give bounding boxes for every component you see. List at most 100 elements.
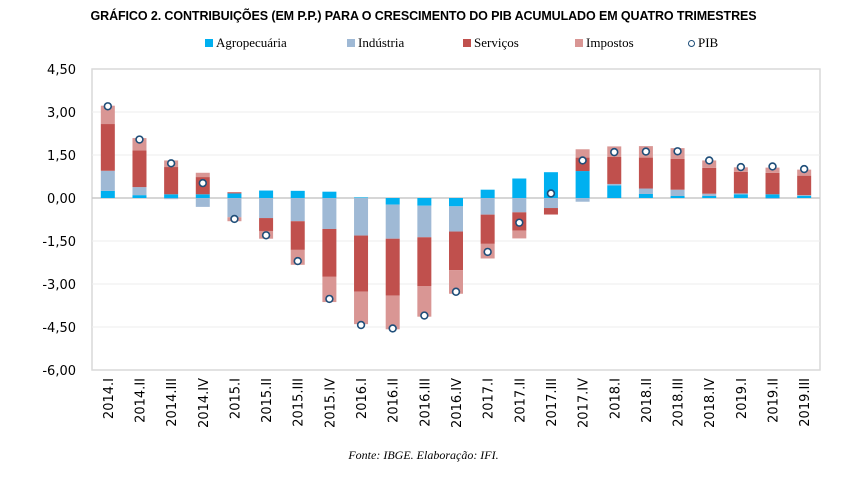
bar-industria-2014.III — [164, 198, 179, 200]
legend-label-servicos: Serviços — [474, 35, 519, 50]
bar-servicos-2017.I — [480, 214, 495, 244]
pib-marker-2015.I — [230, 214, 239, 224]
chart-legend: Agropecuária Indústria Serviços Impostos… — [0, 35, 847, 51]
bar-industria-2015.III — [290, 198, 305, 222]
x-tick-label: 2016.III — [418, 378, 433, 427]
x-tick-label: 2017.I — [482, 378, 497, 419]
bar-impostos-2016.III — [417, 286, 432, 317]
x-tick-label: 2015.III — [292, 378, 307, 427]
x-tick-label: 2015.II — [260, 378, 275, 423]
x-tick-label: 2015.I — [228, 378, 243, 419]
pib-marker-2016.III — [420, 311, 429, 320]
bar-servicos-2018.I — [607, 157, 622, 184]
bar-agropecuaria-2016.III — [417, 198, 432, 206]
bar-servicos-2015.III — [290, 221, 305, 250]
pib-marker-2014.III — [166, 159, 176, 168]
bar-industria-2017.I — [480, 198, 495, 215]
bar-servicos-2018.II — [638, 157, 653, 189]
bar-servicos-2018.III — [670, 158, 685, 190]
bar-agropecuaria-2015.I — [227, 193, 242, 198]
bar-industria-2016.I — [354, 198, 369, 236]
x-axis: 2014.I 2014.II 2014.III 2014.IV 2015.I 2015.I… — [102, 378, 813, 428]
pib-marker-2019.II — [768, 162, 777, 171]
pib-marker-2015.III — [293, 256, 302, 266]
y-tick-label: -6,00 — [42, 364, 76, 379]
bar-impostos-2017.III — [543, 214, 558, 215]
bar-agropecuaria-2018.II — [638, 193, 653, 198]
bar-agropecuaria-2014.III — [164, 194, 179, 198]
bar-servicos-2014.II — [132, 150, 147, 188]
bar-impostos-2017.II — [512, 230, 527, 239]
x-tick-label: 2018.II — [640, 378, 655, 423]
bar-impostos-2014.I — [100, 105, 115, 125]
bar-industria-2019.II — [765, 198, 780, 199]
bar-agropecuaria-2017.II — [512, 178, 527, 198]
legend-item-agropecuaria: Agropecuária — [205, 35, 287, 51]
pib-marker-2015.IV — [325, 294, 334, 304]
bar-industria-2016.IV — [449, 206, 463, 232]
y-tick-label: -1,50 — [42, 235, 76, 250]
bar-servicos-2016.I — [354, 235, 369, 292]
pib-marker-2017.I — [483, 247, 492, 257]
bar-industria-2017.IV — [575, 198, 590, 202]
legend-marker-pib — [688, 39, 695, 47]
legend-swatch-impostos — [575, 39, 583, 47]
x-tick-label: 2018.IV — [703, 378, 718, 428]
bar-industria-2015.I — [227, 198, 242, 218]
legend-label-agropecuaria: Agropecuária — [216, 35, 287, 50]
y-tick-label: 1,50 — [47, 149, 76, 164]
pib-marker-2019.I — [736, 162, 746, 172]
x-tick-label: 2019.III — [798, 378, 813, 427]
pib-marker-2016.I — [356, 320, 366, 330]
bar-industria-2017.II — [512, 198, 527, 213]
pib-marker-2018.I — [610, 147, 619, 157]
x-tick-label: 2017.IV — [577, 378, 592, 428]
bar-servicos-2016.III — [417, 237, 432, 287]
x-tick-label: 2016.II — [387, 378, 402, 423]
bar-agropecuaria-2015.IV — [322, 191, 337, 198]
bar-agropecuaria-2019.I — [733, 194, 748, 198]
x-tick-label: 2015.IV — [323, 378, 338, 428]
bar-industria-2015.II — [259, 198, 274, 219]
bar-industria-2016.II — [385, 204, 400, 239]
bar-impostos-2016.IV — [449, 270, 463, 294]
bar-servicos-2015.II — [259, 218, 274, 231]
bar-industria-2018.IV — [702, 193, 717, 196]
pib-marker-2018.IV — [705, 156, 714, 165]
bar-agropecuaria-2015.II — [259, 190, 274, 198]
y-tick-label: -4,50 — [42, 321, 76, 336]
bar-agropecuaria-2016.IV — [449, 198, 463, 207]
bar-industria-2015.IV — [322, 198, 337, 229]
x-tick-label: 2014.I — [102, 378, 117, 419]
x-tick-label: 2016.I — [355, 378, 370, 419]
pib-markers — [103, 102, 809, 333]
chart-source: Fonte: IBGE. Elaboração: IFI. — [348, 448, 499, 462]
legend-item-servicos: Serviços — [463, 35, 519, 51]
pib-marker-2017.II — [515, 218, 524, 227]
bar-impostos-2015.IV — [322, 276, 337, 303]
x-tick-label: 2019.I — [735, 378, 750, 419]
bar-agropecuaria-2017.I — [480, 189, 495, 198]
bar-agropecuaria-2018.I — [607, 185, 622, 198]
bar-agropecuaria-2019.III — [797, 195, 812, 198]
bar-impostos-2016.I — [354, 291, 369, 325]
chart-title: GRÁFICO 2. CONTRIBUIÇÕES (EM P.P.) PARA … — [90, 9, 757, 23]
bar-industria-2019.I — [733, 193, 748, 195]
bar-servicos-2016.II — [385, 238, 400, 296]
bar-agropecuaria-2018.IV — [702, 195, 717, 198]
bar-industria-2018.I — [607, 183, 622, 186]
y-tick-label: 4,50 — [47, 63, 76, 78]
legend-label-impostos: Impostos — [586, 35, 634, 50]
legend-swatch-agropecuaria — [205, 39, 213, 47]
pib-marker-2016.II — [388, 324, 397, 333]
pib-marker-2017.III — [546, 189, 556, 198]
bar-servicos-2016.IV — [449, 231, 463, 271]
x-tick-label: 2014.II — [133, 378, 148, 423]
pib-marker-2015.II — [261, 231, 271, 240]
pib-marker-2017.IV — [578, 156, 587, 165]
bar-servicos-2015.I — [227, 192, 242, 194]
legend-item-impostos: Impostos — [575, 35, 634, 51]
bar-industria-2018.III — [670, 189, 685, 196]
bar-industria-2014.IV — [195, 198, 210, 207]
